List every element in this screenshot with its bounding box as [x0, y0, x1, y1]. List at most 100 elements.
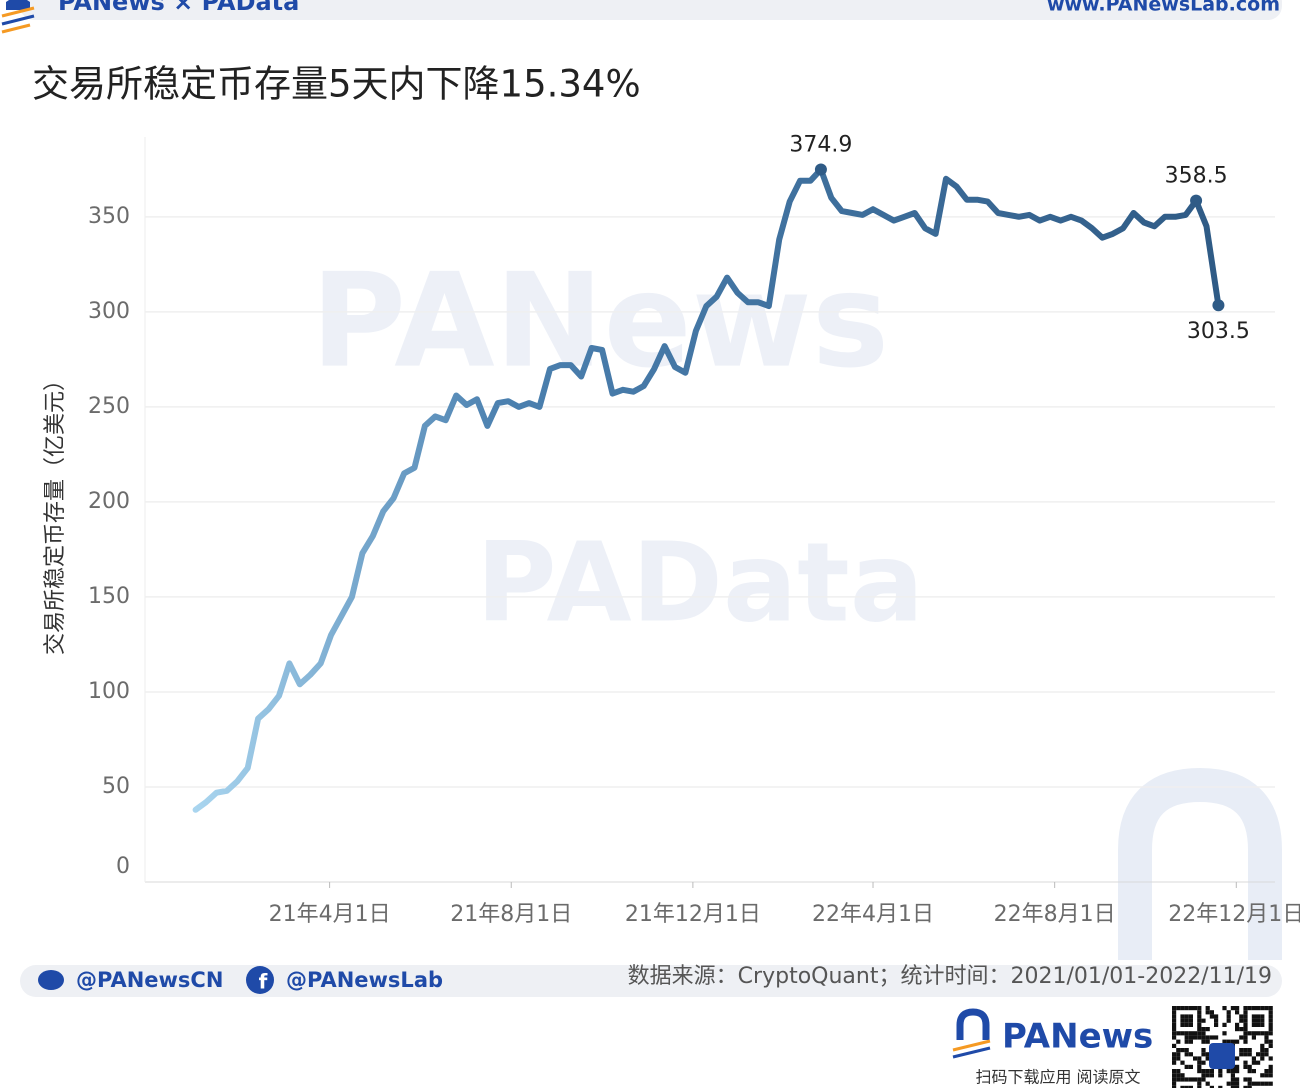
qr-cell: [1256, 1006, 1261, 1011]
qr-caption: 扫码下载应用 阅读原文: [975, 1068, 1140, 1087]
point-marker: [814, 163, 827, 176]
qr-code: [1172, 1006, 1273, 1092]
svg-text:f: f: [259, 970, 268, 994]
qr-cell: [1205, 1006, 1210, 1011]
qr-cell: [1184, 1064, 1189, 1069]
qr-cell: [1184, 1022, 1189, 1027]
qr-cell: [1235, 1039, 1240, 1044]
qr-cell: [1176, 1052, 1181, 1057]
qr-cell: [1172, 1077, 1177, 1082]
header-logo-icon: [1, 0, 35, 34]
qr-cell: [1230, 1069, 1235, 1074]
qr-cell: [1251, 1035, 1256, 1040]
qr-cell: [1184, 1052, 1189, 1057]
data-label: 374.9: [789, 132, 852, 157]
qr-cell: [1197, 1069, 1202, 1074]
qr-cell: [1260, 1048, 1265, 1053]
qr-cell: [1260, 1031, 1265, 1036]
qr-cell: [1209, 1010, 1214, 1015]
qr-cell: [1268, 1018, 1273, 1023]
qr-cell: [1201, 1048, 1206, 1053]
y-tick-label: 50: [102, 774, 130, 799]
qr-cell: [1251, 1081, 1256, 1086]
qr-cell: [1247, 1031, 1252, 1036]
qr-cell: [1268, 1006, 1273, 1011]
x-tick-label: 21年12月1日: [625, 902, 761, 927]
qr-cell: [1193, 1035, 1198, 1040]
qr-cell: [1197, 1035, 1202, 1040]
qr-cell: [1172, 1056, 1177, 1061]
qr-cell: [1222, 1006, 1227, 1011]
qr-cell: [1243, 1077, 1248, 1082]
qr-cell: [1197, 1064, 1202, 1069]
qr-cell: [1214, 1022, 1219, 1027]
qr-cell: [1243, 1048, 1248, 1053]
qr-cell: [1251, 1014, 1256, 1019]
qr-cell: [1260, 1043, 1265, 1048]
qr-cell: [1214, 1018, 1219, 1023]
qr-cell: [1243, 1031, 1248, 1036]
qr-cell: [1256, 1022, 1261, 1027]
qr-cell: [1172, 1018, 1177, 1023]
qr-cell: [1201, 1077, 1206, 1082]
qr-cell: [1176, 1006, 1181, 1011]
qr-cell: [1176, 1048, 1181, 1053]
qr-cell: [1251, 1022, 1256, 1027]
qr-cell: [1205, 1035, 1210, 1040]
source-note: 数据来源：CryptoQuant；统计时间：2021/01/01-2022/11…: [628, 964, 1272, 989]
qr-cell: [1235, 1056, 1240, 1061]
qr-cell: [1180, 1077, 1185, 1082]
point-marker: [1212, 299, 1225, 312]
qr-cell: [1209, 1073, 1214, 1078]
qr-cell: [1226, 1081, 1231, 1086]
qr-cell: [1172, 1014, 1177, 1019]
qr-cell: [1260, 1018, 1265, 1023]
qr-cell: [1264, 1073, 1269, 1078]
qr-cell: [1226, 1069, 1231, 1074]
qr-cell: [1268, 1027, 1273, 1032]
qr-cell: [1222, 1039, 1227, 1044]
watermark: PANews: [311, 245, 889, 397]
qr-cell: [1256, 1014, 1261, 1019]
qr-cell: [1235, 1081, 1240, 1086]
header-site: www.PANewsLab.com: [1047, 0, 1280, 16]
qr-cell: [1184, 1035, 1189, 1040]
qr-cell: [1205, 1052, 1210, 1057]
qr-cell: [1268, 1039, 1273, 1044]
qr-cell: [1180, 1014, 1185, 1019]
qr-cell: [1218, 1069, 1223, 1074]
qr-cell: [1197, 1077, 1202, 1082]
twitter-icon: [38, 970, 64, 990]
qr-cell: [1193, 1056, 1198, 1061]
qr-cell: [1260, 1014, 1265, 1019]
qr-cell: [1172, 1027, 1177, 1032]
qr-cell: [1230, 1081, 1235, 1086]
qr-cell: [1172, 1035, 1177, 1040]
qr-cell: [1172, 1006, 1177, 1011]
qr-cell: [1188, 1031, 1193, 1036]
x-tick-label: 21年4月1日: [269, 902, 391, 927]
qr-cell: [1268, 1064, 1273, 1069]
x-tick-label: 21年8月1日: [450, 902, 572, 927]
qr-cell: [1235, 1077, 1240, 1082]
qr-cell: [1184, 1031, 1189, 1036]
qr-cell: [1184, 1048, 1189, 1053]
qr-cell: [1180, 1018, 1185, 1023]
qr-cell: [1201, 1073, 1206, 1078]
qr-cell: [1218, 1073, 1223, 1078]
qr-cell: [1188, 1039, 1193, 1044]
qr-cell: [1268, 1081, 1273, 1086]
qr-cell: [1201, 1031, 1206, 1036]
qr-cell: [1172, 1010, 1177, 1015]
qr-cell: [1243, 1035, 1248, 1040]
data-line: [192, 166, 1222, 813]
qr-cell: [1235, 1069, 1240, 1074]
qr-cell: [1205, 1027, 1210, 1032]
qr-cell: [1201, 1027, 1206, 1032]
qr-cell: [1197, 1060, 1202, 1065]
qr-cell: [1243, 1010, 1248, 1015]
facebook-handle: @PANewsLab: [286, 968, 443, 992]
qr-cell: [1264, 1081, 1269, 1086]
